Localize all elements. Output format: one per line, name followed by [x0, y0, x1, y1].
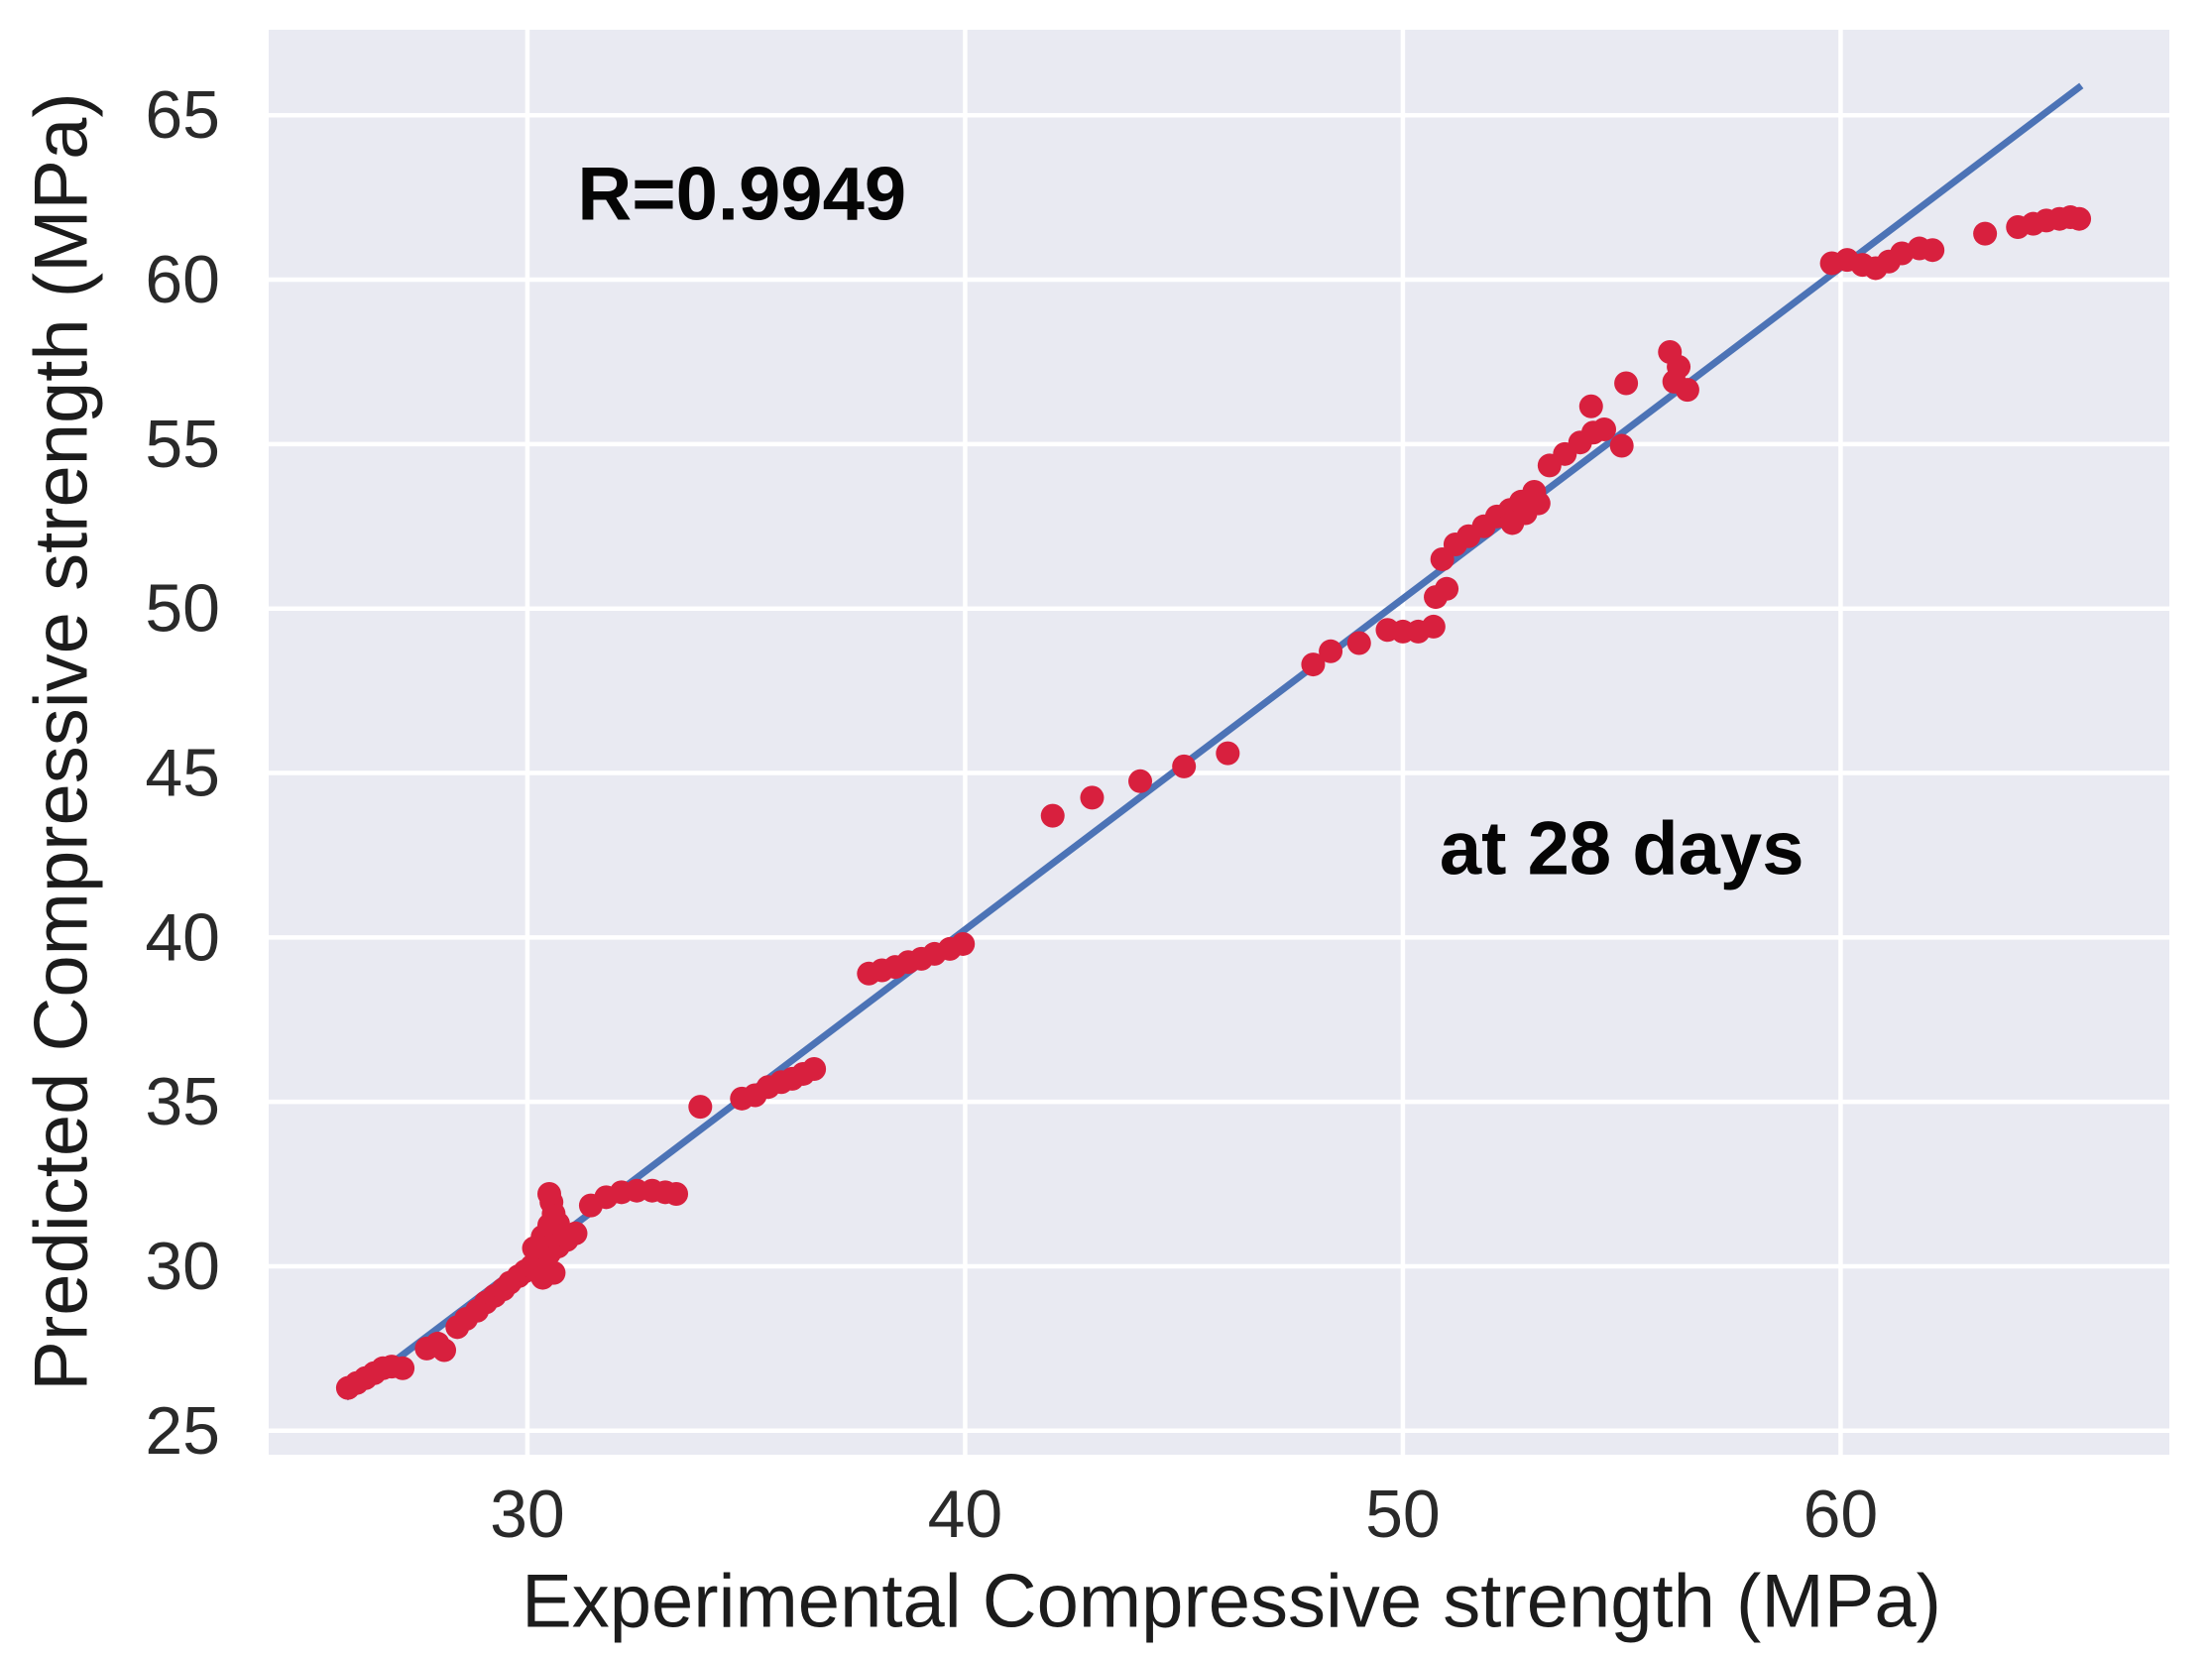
- data-point: [1921, 238, 1945, 263]
- data-point: [688, 1095, 713, 1120]
- data-point: [1172, 754, 1197, 778]
- data-point: [664, 1182, 689, 1207]
- data-point: [1578, 394, 1603, 418]
- annotation-r-value: R=0.9949: [577, 152, 906, 236]
- data-point: [1675, 378, 1699, 403]
- x-axis-label: Experimental Compressive strength (MPa): [522, 1560, 1941, 1644]
- y-tick-label-30: 30: [145, 1229, 220, 1304]
- x-tick-label-30: 30: [490, 1477, 565, 1552]
- data-point: [1319, 639, 1343, 663]
- y-tick-label-45: 45: [145, 736, 220, 811]
- y-tick-label-60: 60: [145, 242, 220, 317]
- y-tick-label-35: 35: [145, 1064, 220, 1139]
- data-point: [1973, 221, 1998, 246]
- data-point: [1346, 631, 1371, 655]
- y-tick-labels: 25 30 35 40 45 50 55 60 65: [145, 77, 220, 1469]
- data-point: [2067, 206, 2092, 231]
- data-point: [1526, 491, 1551, 516]
- data-point: [1614, 371, 1639, 396]
- data-point: [1128, 769, 1153, 793]
- data-point: [537, 1182, 562, 1207]
- x-tick-labels: 30 40 50 60: [490, 1477, 1878, 1552]
- data-point: [802, 1056, 827, 1081]
- data-point: [1609, 433, 1634, 458]
- y-tick-label-55: 55: [145, 407, 220, 482]
- x-tick-label-40: 40: [928, 1477, 1003, 1552]
- scatter-points: [335, 205, 2092, 1400]
- data-point: [1421, 614, 1446, 639]
- data-point: [432, 1338, 457, 1363]
- data-point: [552, 1223, 577, 1247]
- horizontal-gridlines: [269, 112, 2169, 1434]
- y-axis-label: Predicted Compressive strength (MPa): [20, 92, 104, 1390]
- data-point: [1592, 416, 1617, 441]
- data-point: [391, 1356, 415, 1380]
- y-tick-label-50: 50: [145, 571, 220, 647]
- data-point: [1301, 652, 1326, 677]
- y-tick-label-25: 25: [145, 1393, 220, 1469]
- data-point: [1040, 803, 1065, 828]
- annotation-age: at 28 days: [1440, 806, 1805, 890]
- data-point: [951, 931, 976, 956]
- y-tick-label-40: 40: [145, 899, 220, 975]
- data-point: [1435, 576, 1459, 601]
- data-point: [1216, 741, 1240, 766]
- x-tick-label-50: 50: [1365, 1477, 1441, 1552]
- y-tick-label-65: 65: [145, 77, 220, 153]
- x-tick-label-60: 60: [1804, 1477, 1879, 1552]
- data-point: [1080, 785, 1105, 810]
- data-point: [541, 1260, 566, 1285]
